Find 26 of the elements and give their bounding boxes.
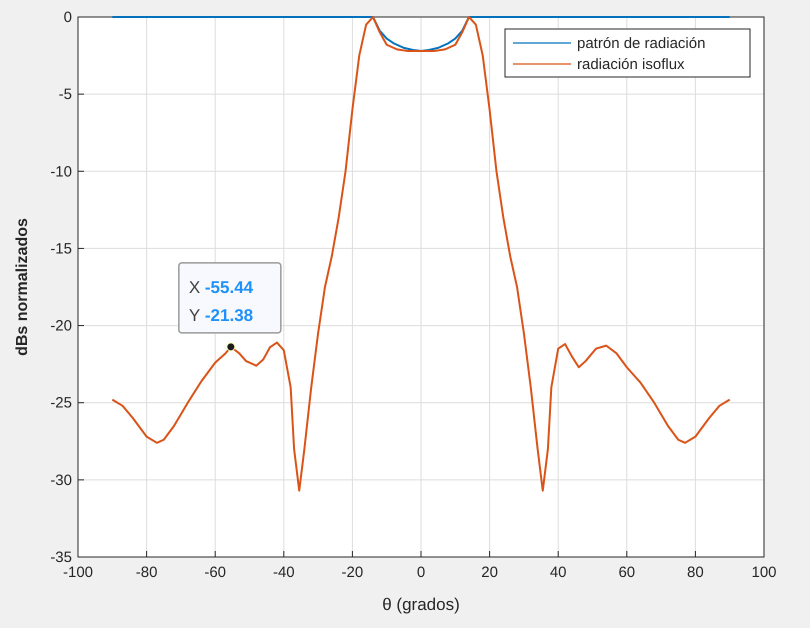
x-tick-label: 0 [416, 564, 426, 581]
x-tick-label: -20 [342, 564, 364, 581]
annotation: X -55.44 Y -21.38 [188, 278, 254, 325]
x-tick-label: 40 [550, 564, 567, 581]
y-tick-label: -20 [50, 318, 72, 335]
line-series [111, 16, 731, 52]
x-axis-title: θ (grados) [382, 595, 460, 614]
x-tick-label: 100 [751, 564, 777, 581]
x-tick-label: 60 [618, 564, 636, 581]
legend-label: patrón de radiación [577, 35, 706, 52]
y-tick-label: -10 [50, 163, 72, 180]
legend-label: radiación isoflux [577, 56, 686, 73]
x-tick-label: -100 [62, 564, 94, 581]
y-tick-label: -35 [50, 549, 72, 566]
x-tick-label: 80 [687, 564, 704, 581]
x-tick-label: -60 [204, 564, 226, 581]
y-tick-label: -25 [50, 394, 72, 412]
y-tick-label: 0 [64, 9, 72, 26]
x-tick-label: 20 [481, 564, 498, 581]
line-series [111, 16, 731, 492]
y-axis-title: dBs normalizados [14, 218, 31, 356]
y-tick-label: -5 [58, 86, 72, 104]
x-tick-label: -80 [136, 564, 158, 581]
y-tick-label: -30 [50, 472, 72, 489]
x-tick-label: -40 [272, 564, 295, 581]
y-tick-label: -15 [50, 240, 72, 258]
